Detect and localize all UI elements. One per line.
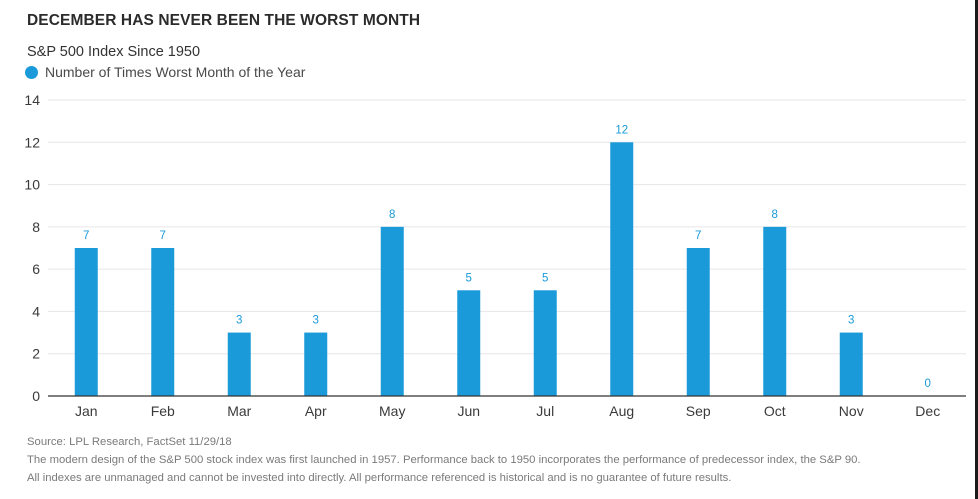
data-label-nov: 3 bbox=[848, 315, 854, 327]
x-tick-label: Sep bbox=[686, 403, 711, 419]
x-tick-label: Apr bbox=[305, 403, 327, 419]
bar-sep bbox=[686, 248, 710, 396]
x-tick-label: Feb bbox=[151, 403, 175, 419]
bar-mar bbox=[227, 332, 251, 396]
y-tick-label: 2 bbox=[32, 346, 40, 362]
y-tick-label: 0 bbox=[32, 388, 40, 404]
chart-title: DECEMBER HAS NEVER BEEN THE WORST MONTH bbox=[27, 12, 421, 29]
x-tick-label: Dec bbox=[915, 403, 940, 419]
bar-nov bbox=[839, 332, 863, 396]
x-tick-label: Oct bbox=[764, 403, 786, 419]
bar-jan bbox=[74, 248, 98, 396]
data-label-sep: 7 bbox=[695, 230, 701, 242]
y-tick-label: 14 bbox=[24, 92, 40, 108]
bar-oct bbox=[763, 226, 787, 396]
bar-apr bbox=[304, 332, 328, 396]
data-label-mar: 3 bbox=[236, 315, 242, 327]
footnote-disclosure-1: The modern design of the S&P 500 stock i… bbox=[27, 454, 861, 466]
y-tick-label: 10 bbox=[24, 177, 40, 193]
data-label-jun: 5 bbox=[466, 272, 472, 284]
chart-subtitle: S&P 500 Index Since 1950 bbox=[27, 44, 201, 60]
data-label-apr: 3 bbox=[313, 315, 319, 327]
y-tick-label: 6 bbox=[32, 261, 40, 277]
data-label-dec: 0 bbox=[925, 378, 931, 390]
y-tick-label: 8 bbox=[32, 219, 40, 235]
data-label-feb: 7 bbox=[160, 230, 166, 242]
x-tick-label: Jul bbox=[536, 403, 554, 419]
footnote-source: Source: LPL Research, FactSet 11/29/18 bbox=[27, 436, 232, 448]
data-label-aug: 12 bbox=[615, 124, 628, 136]
bar-jun bbox=[457, 290, 481, 396]
bar-may bbox=[380, 226, 404, 396]
bar-chart: 0 2 4 6 8 10 12 14 7 Jan 7 Feb 3 Mar 3 Apr 8 May 5 Jun 5 Jul 1… bbox=[24, 92, 966, 419]
bar-feb bbox=[151, 248, 175, 396]
data-label-oct: 8 bbox=[772, 209, 778, 221]
data-label-jan: 7 bbox=[83, 230, 89, 242]
legend-swatch bbox=[25, 65, 38, 79]
x-tick-label: Aug bbox=[609, 403, 634, 419]
x-tick-label: Jun bbox=[457, 403, 480, 419]
x-tick-label: May bbox=[379, 403, 405, 419]
data-label-jul: 5 bbox=[542, 272, 548, 284]
x-tick-label: Mar bbox=[227, 403, 251, 419]
x-tick-label: Jan bbox=[75, 403, 98, 419]
x-tick-label: Nov bbox=[839, 403, 864, 419]
data-label-may: 8 bbox=[389, 209, 395, 221]
bar-aug bbox=[610, 142, 634, 396]
chart-legend: Number of Times Worst Month of the Year bbox=[25, 64, 305, 80]
footnote-disclosure-2: All indexes are unmanaged and cannot be … bbox=[27, 472, 732, 484]
legend-label: Number of Times Worst Month of the Year bbox=[45, 64, 306, 80]
bar-jul bbox=[533, 290, 557, 396]
y-tick-label: 4 bbox=[32, 303, 40, 319]
y-tick-label: 12 bbox=[24, 134, 40, 150]
